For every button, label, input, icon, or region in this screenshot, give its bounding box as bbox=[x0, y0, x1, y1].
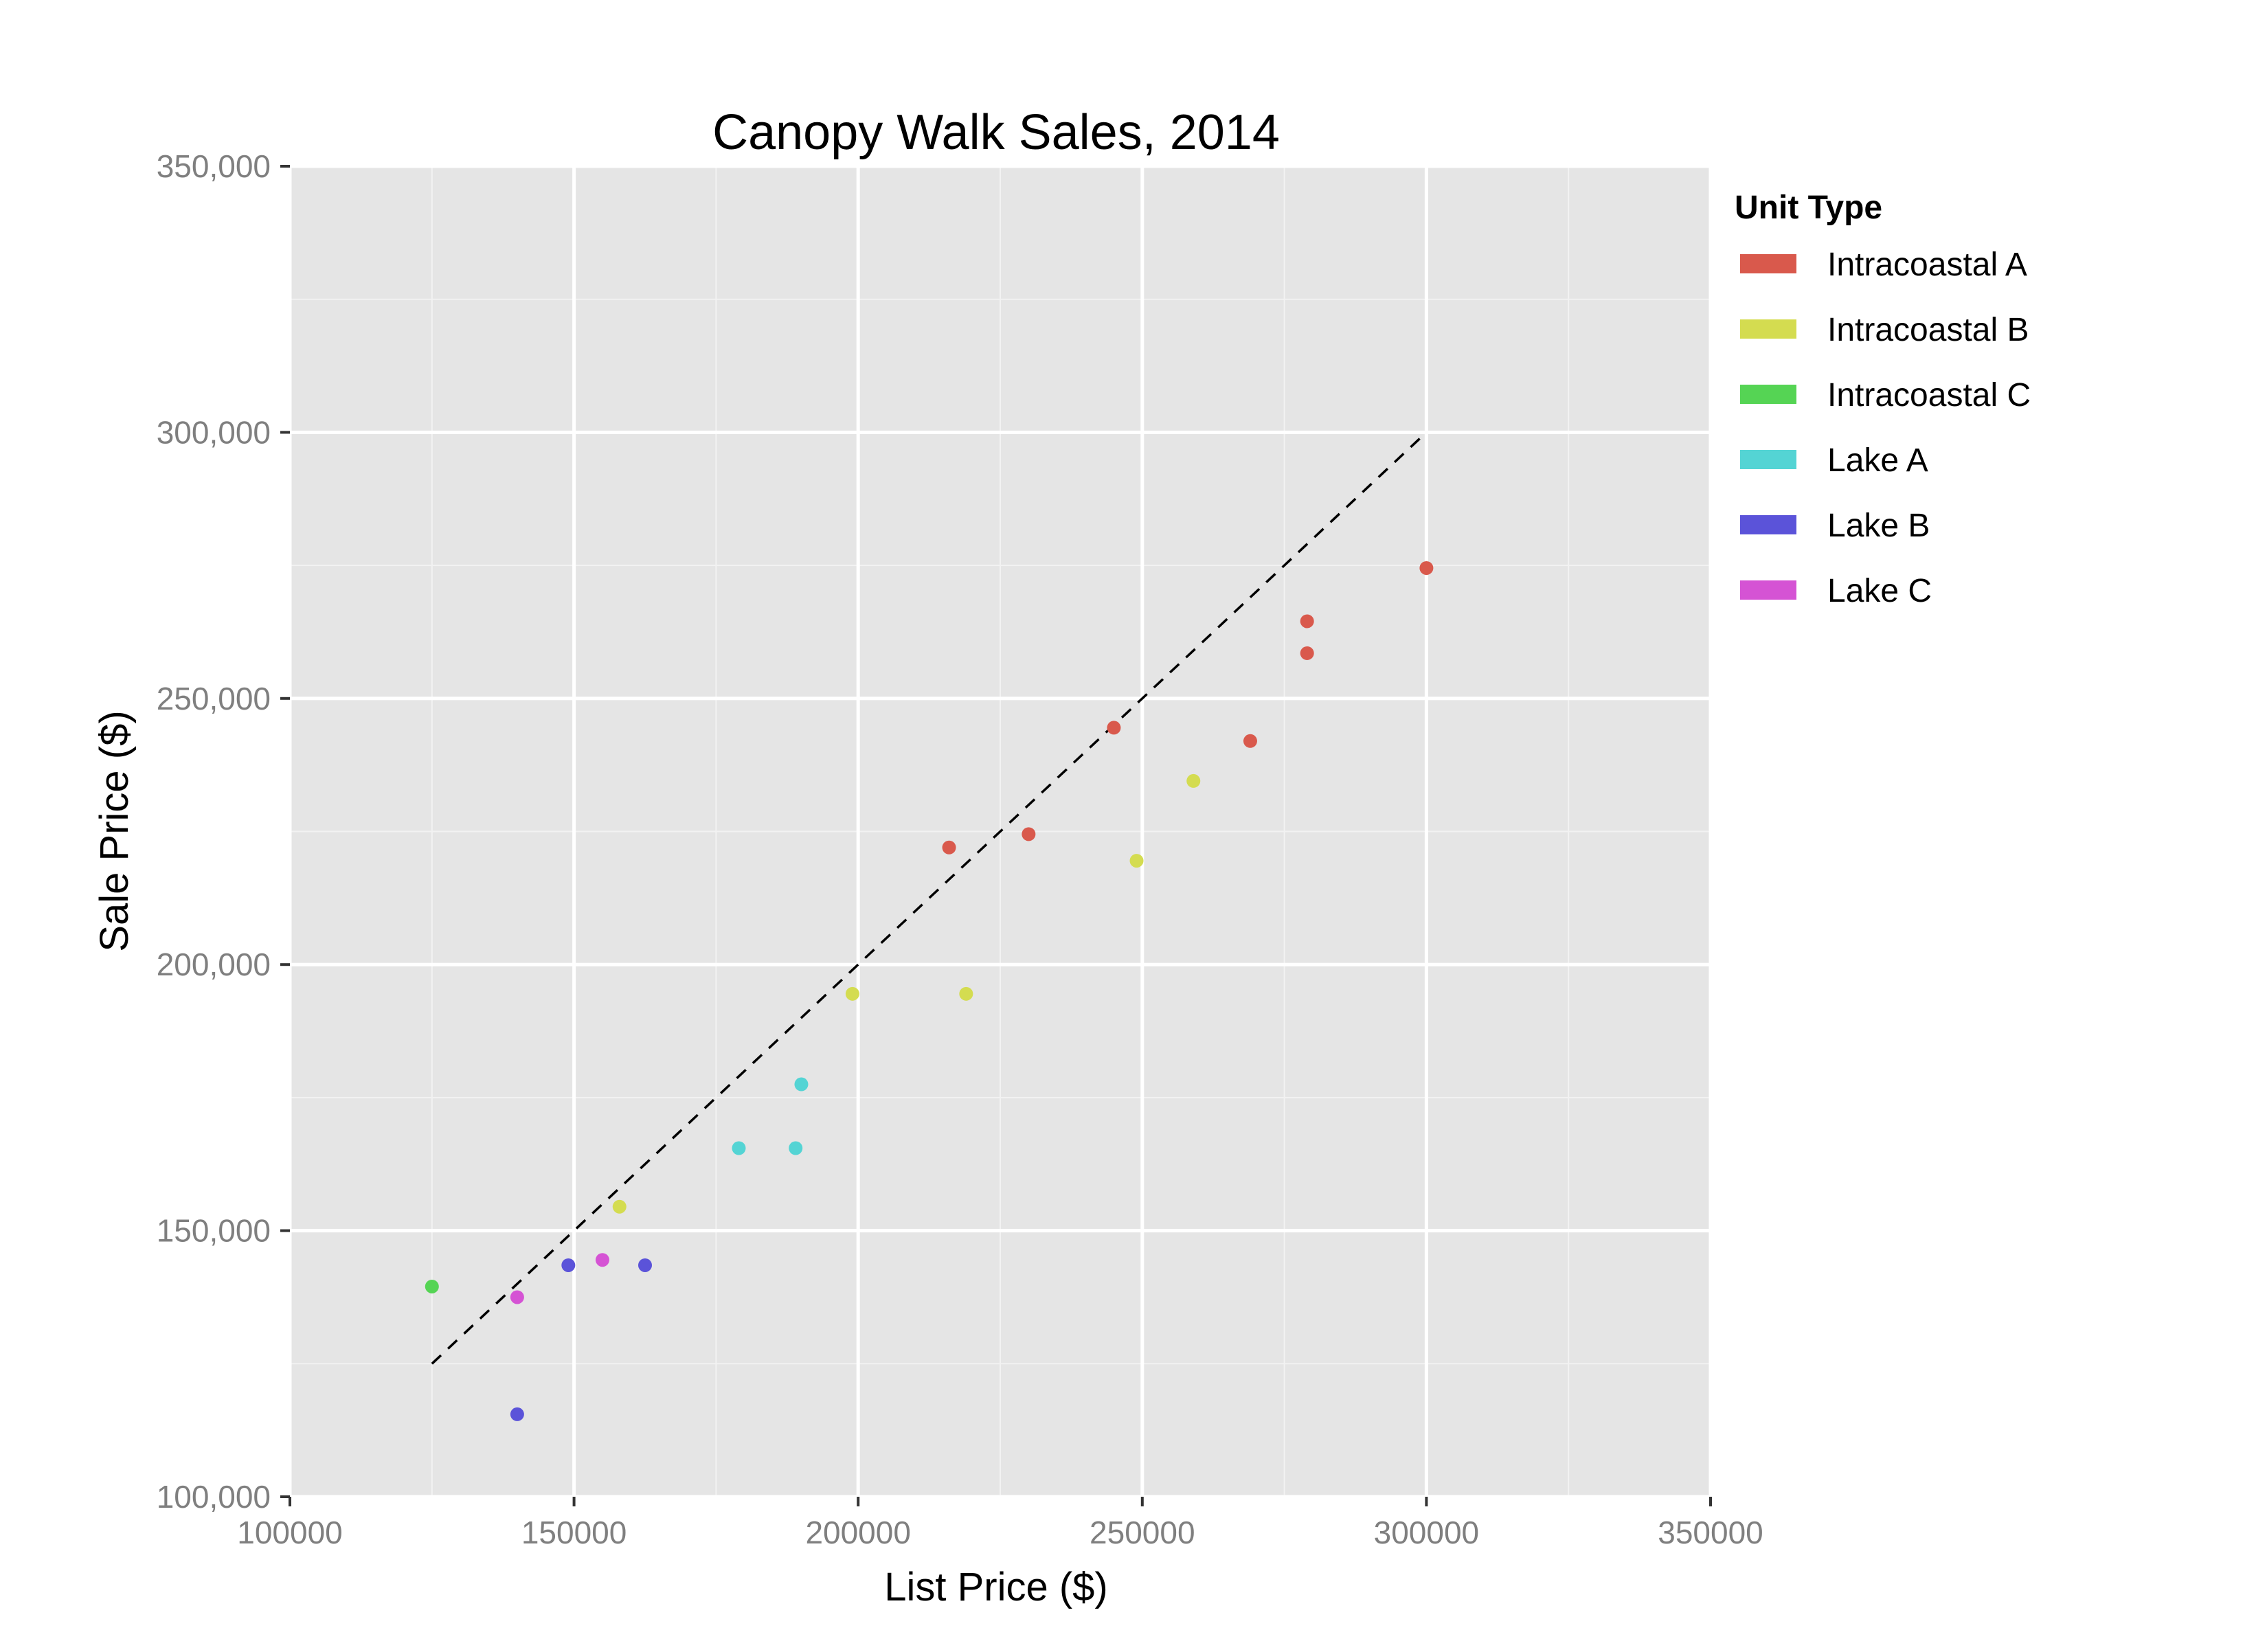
y-tick-label: 150,000 bbox=[157, 1213, 271, 1249]
data-point bbox=[1243, 734, 1257, 748]
x-tick-label: 150000 bbox=[521, 1515, 627, 1550]
axes: 100000 150000 200000 250000 300000 350000 100,… bbox=[157, 148, 1763, 1550]
reference-line-group bbox=[431, 431, 1428, 1365]
x-tick-label: 300000 bbox=[1374, 1515, 1480, 1550]
data-point bbox=[510, 1290, 524, 1304]
legend-label: Lake B bbox=[1827, 508, 1930, 544]
legend-swatch bbox=[1740, 515, 1796, 534]
data-point bbox=[1129, 854, 1144, 868]
data-point bbox=[789, 1141, 803, 1155]
data-points bbox=[425, 561, 1434, 1421]
legend-label: Lake C bbox=[1827, 573, 1932, 609]
data-point bbox=[510, 1407, 524, 1421]
legend-label: Lake A bbox=[1827, 442, 1928, 479]
y-tick-label: 100,000 bbox=[157, 1479, 271, 1515]
x-tick-label: 100000 bbox=[237, 1515, 343, 1550]
x-tick-label: 350000 bbox=[1658, 1515, 1763, 1550]
legend-swatch bbox=[1740, 385, 1796, 404]
legend-items: Intracoastal A Intracoastal B Intracoastal… bbox=[1740, 247, 2031, 609]
data-point bbox=[425, 1279, 439, 1293]
data-point bbox=[595, 1253, 609, 1267]
x-tick-label: 250000 bbox=[1090, 1515, 1195, 1550]
data-point bbox=[561, 1258, 576, 1272]
legend-label: Intracoastal A bbox=[1827, 247, 2027, 283]
legend-label: Intracoastal C bbox=[1827, 377, 2031, 414]
major-gridlines bbox=[288, 164, 1713, 1499]
legend-title: Unit Type bbox=[1735, 190, 1882, 226]
x-axis-title: List Price ($) bbox=[884, 1565, 1108, 1609]
data-point bbox=[794, 1077, 809, 1091]
data-point bbox=[1022, 827, 1036, 841]
data-point bbox=[1300, 614, 1314, 629]
y-tick-label: 300,000 bbox=[157, 414, 271, 450]
y-tick-label: 200,000 bbox=[157, 947, 271, 982]
data-point bbox=[942, 840, 956, 855]
y-tick-label: 250,000 bbox=[157, 681, 271, 716]
data-point bbox=[638, 1258, 652, 1272]
reference-line bbox=[431, 431, 1428, 1365]
legend-swatch bbox=[1740, 450, 1796, 469]
data-point bbox=[612, 1199, 627, 1214]
data-point bbox=[732, 1141, 746, 1155]
y-axis-title: Sale Price ($) bbox=[92, 710, 137, 951]
chart-title: Canopy Walk Sales, 2014 bbox=[712, 105, 1280, 160]
data-point bbox=[845, 986, 859, 1001]
data-point bbox=[1186, 773, 1201, 788]
legend-swatch bbox=[1740, 319, 1796, 339]
legend-swatch bbox=[1740, 254, 1796, 273]
legend-swatch bbox=[1740, 580, 1796, 600]
data-point bbox=[1107, 721, 1121, 735]
data-point bbox=[1300, 646, 1314, 660]
legend-label: Intracoastal B bbox=[1827, 312, 2029, 348]
y-tick-label: 350,000 bbox=[157, 148, 271, 184]
data-point bbox=[959, 986, 973, 1001]
x-tick-label: 200000 bbox=[805, 1515, 911, 1550]
data-point bbox=[1419, 561, 1434, 575]
